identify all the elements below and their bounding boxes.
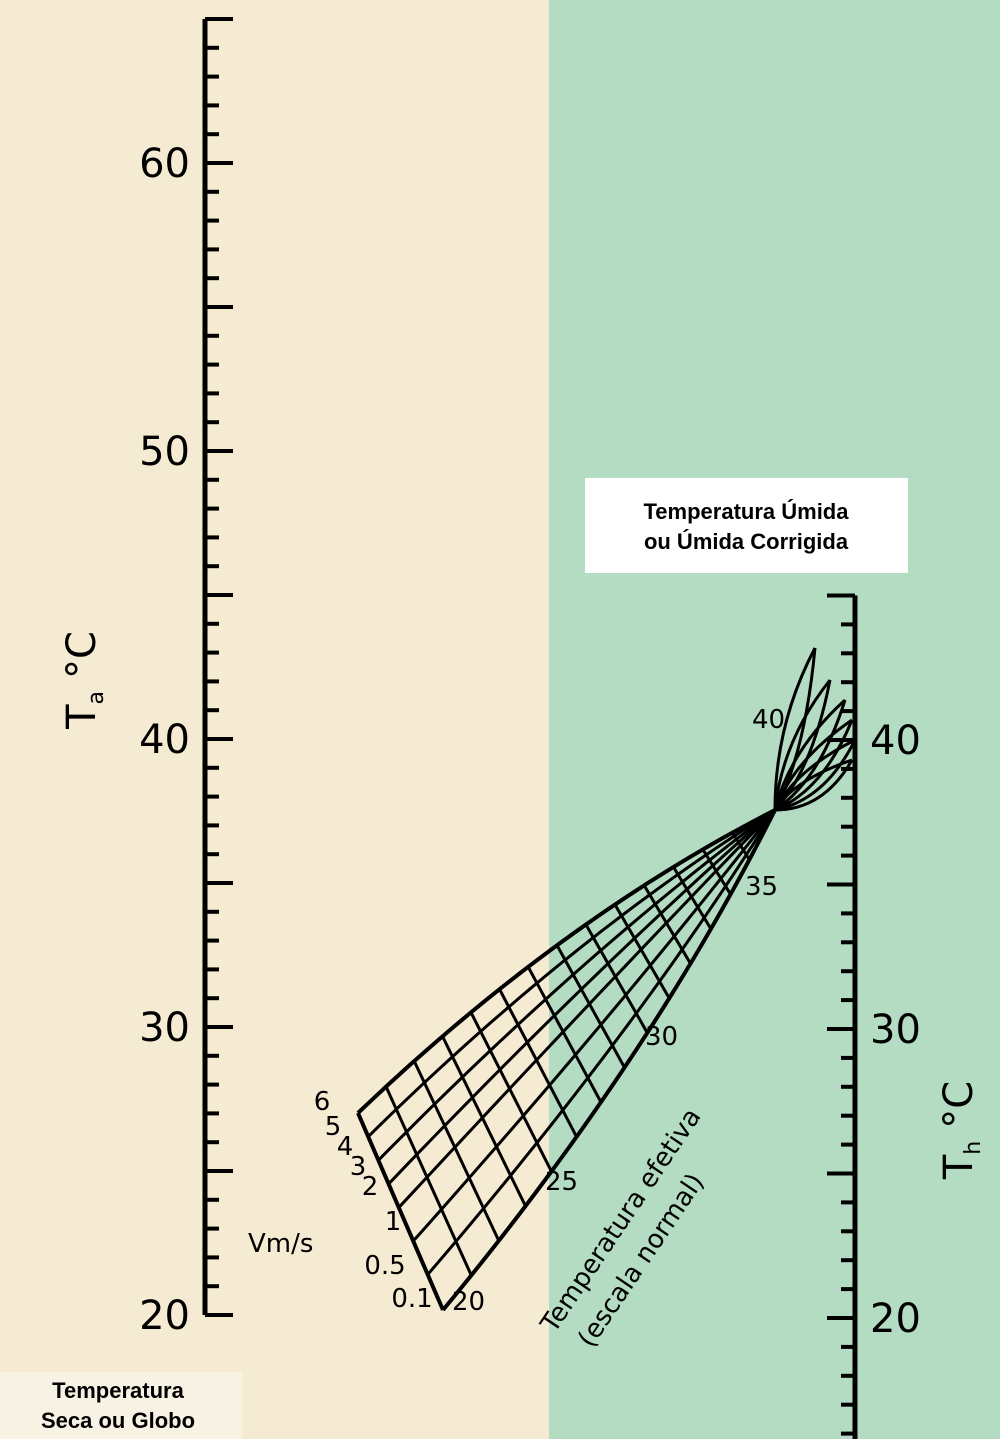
scale-label: 50 — [139, 429, 190, 475]
scale-label: 20 — [139, 1293, 190, 1339]
caption: Temperatura — [52, 1378, 184, 1403]
mesh-line — [760, 815, 769, 826]
velocity-label: 0.5 — [364, 1251, 405, 1281]
scale-label: 30 — [870, 1007, 921, 1053]
axis-unit: °C — [936, 1081, 982, 1129]
mesh-line — [526, 966, 603, 1103]
velocity-title: Vm/s — [248, 1229, 313, 1259]
mesh-line — [642, 884, 692, 965]
right-background — [549, 0, 1000, 1439]
axis-unit: °C — [59, 631, 105, 679]
axis-symbol: T — [936, 1154, 982, 1180]
mesh-line — [774, 719, 854, 812]
mesh-line — [498, 988, 578, 1138]
caption-box — [0, 1372, 242, 1439]
effective-label: 25 — [545, 1167, 578, 1197]
axis-subscript: h — [961, 1141, 986, 1155]
caption: Seca ou Globo — [41, 1408, 195, 1433]
axis-subscript: a — [84, 691, 109, 704]
mesh-line — [555, 944, 626, 1069]
scale-label: 30 — [139, 1005, 190, 1051]
scale-label: 40 — [139, 717, 190, 763]
mesh-line — [773, 758, 853, 811]
effective-label: 30 — [645, 1022, 678, 1052]
mesh-line — [356, 1112, 445, 1311]
mesh-line — [774, 699, 847, 812]
effective-label: 20 — [452, 1287, 485, 1317]
mesh-line — [774, 759, 854, 812]
mesh-line — [584, 923, 649, 1034]
velocity-label: 2 — [362, 1172, 379, 1202]
effective-label: 40 — [752, 705, 785, 735]
mesh-line — [441, 1035, 527, 1207]
axis-label: Ta °C — [59, 631, 109, 730]
scale-label: 40 — [870, 718, 921, 764]
mesh-line — [774, 739, 857, 812]
caption: Temperatura Úmida — [644, 499, 850, 524]
mesh-line — [773, 647, 817, 811]
scale-label: 20 — [870, 1296, 921, 1342]
caption-box — [585, 478, 908, 573]
mesh-line — [773, 698, 847, 811]
velocity-label: 5 — [325, 1112, 342, 1142]
velocity-label: 6 — [314, 1087, 331, 1117]
mesh-line — [412, 1060, 501, 1242]
caption: ou Úmida Corrigida — [644, 529, 849, 554]
mesh-line — [384, 1086, 473, 1276]
velocity-label: 3 — [350, 1152, 367, 1182]
mesh-line — [773, 679, 832, 811]
velocity-label: 4 — [337, 1132, 354, 1162]
axis-symbol: T — [59, 704, 105, 730]
axis-label: Th °C — [936, 1081, 986, 1180]
mesh-line — [701, 848, 732, 896]
mesh-line — [613, 903, 671, 999]
velocity-label: 1 — [385, 1207, 402, 1237]
velocity-label: 0.1 — [391, 1284, 432, 1314]
mesh-line — [672, 866, 713, 930]
mesh-line — [731, 831, 751, 861]
scale-label: 60 — [139, 141, 190, 187]
effective-label: 35 — [745, 872, 778, 902]
left-background — [0, 0, 549, 1439]
mesh-line — [469, 1011, 553, 1173]
